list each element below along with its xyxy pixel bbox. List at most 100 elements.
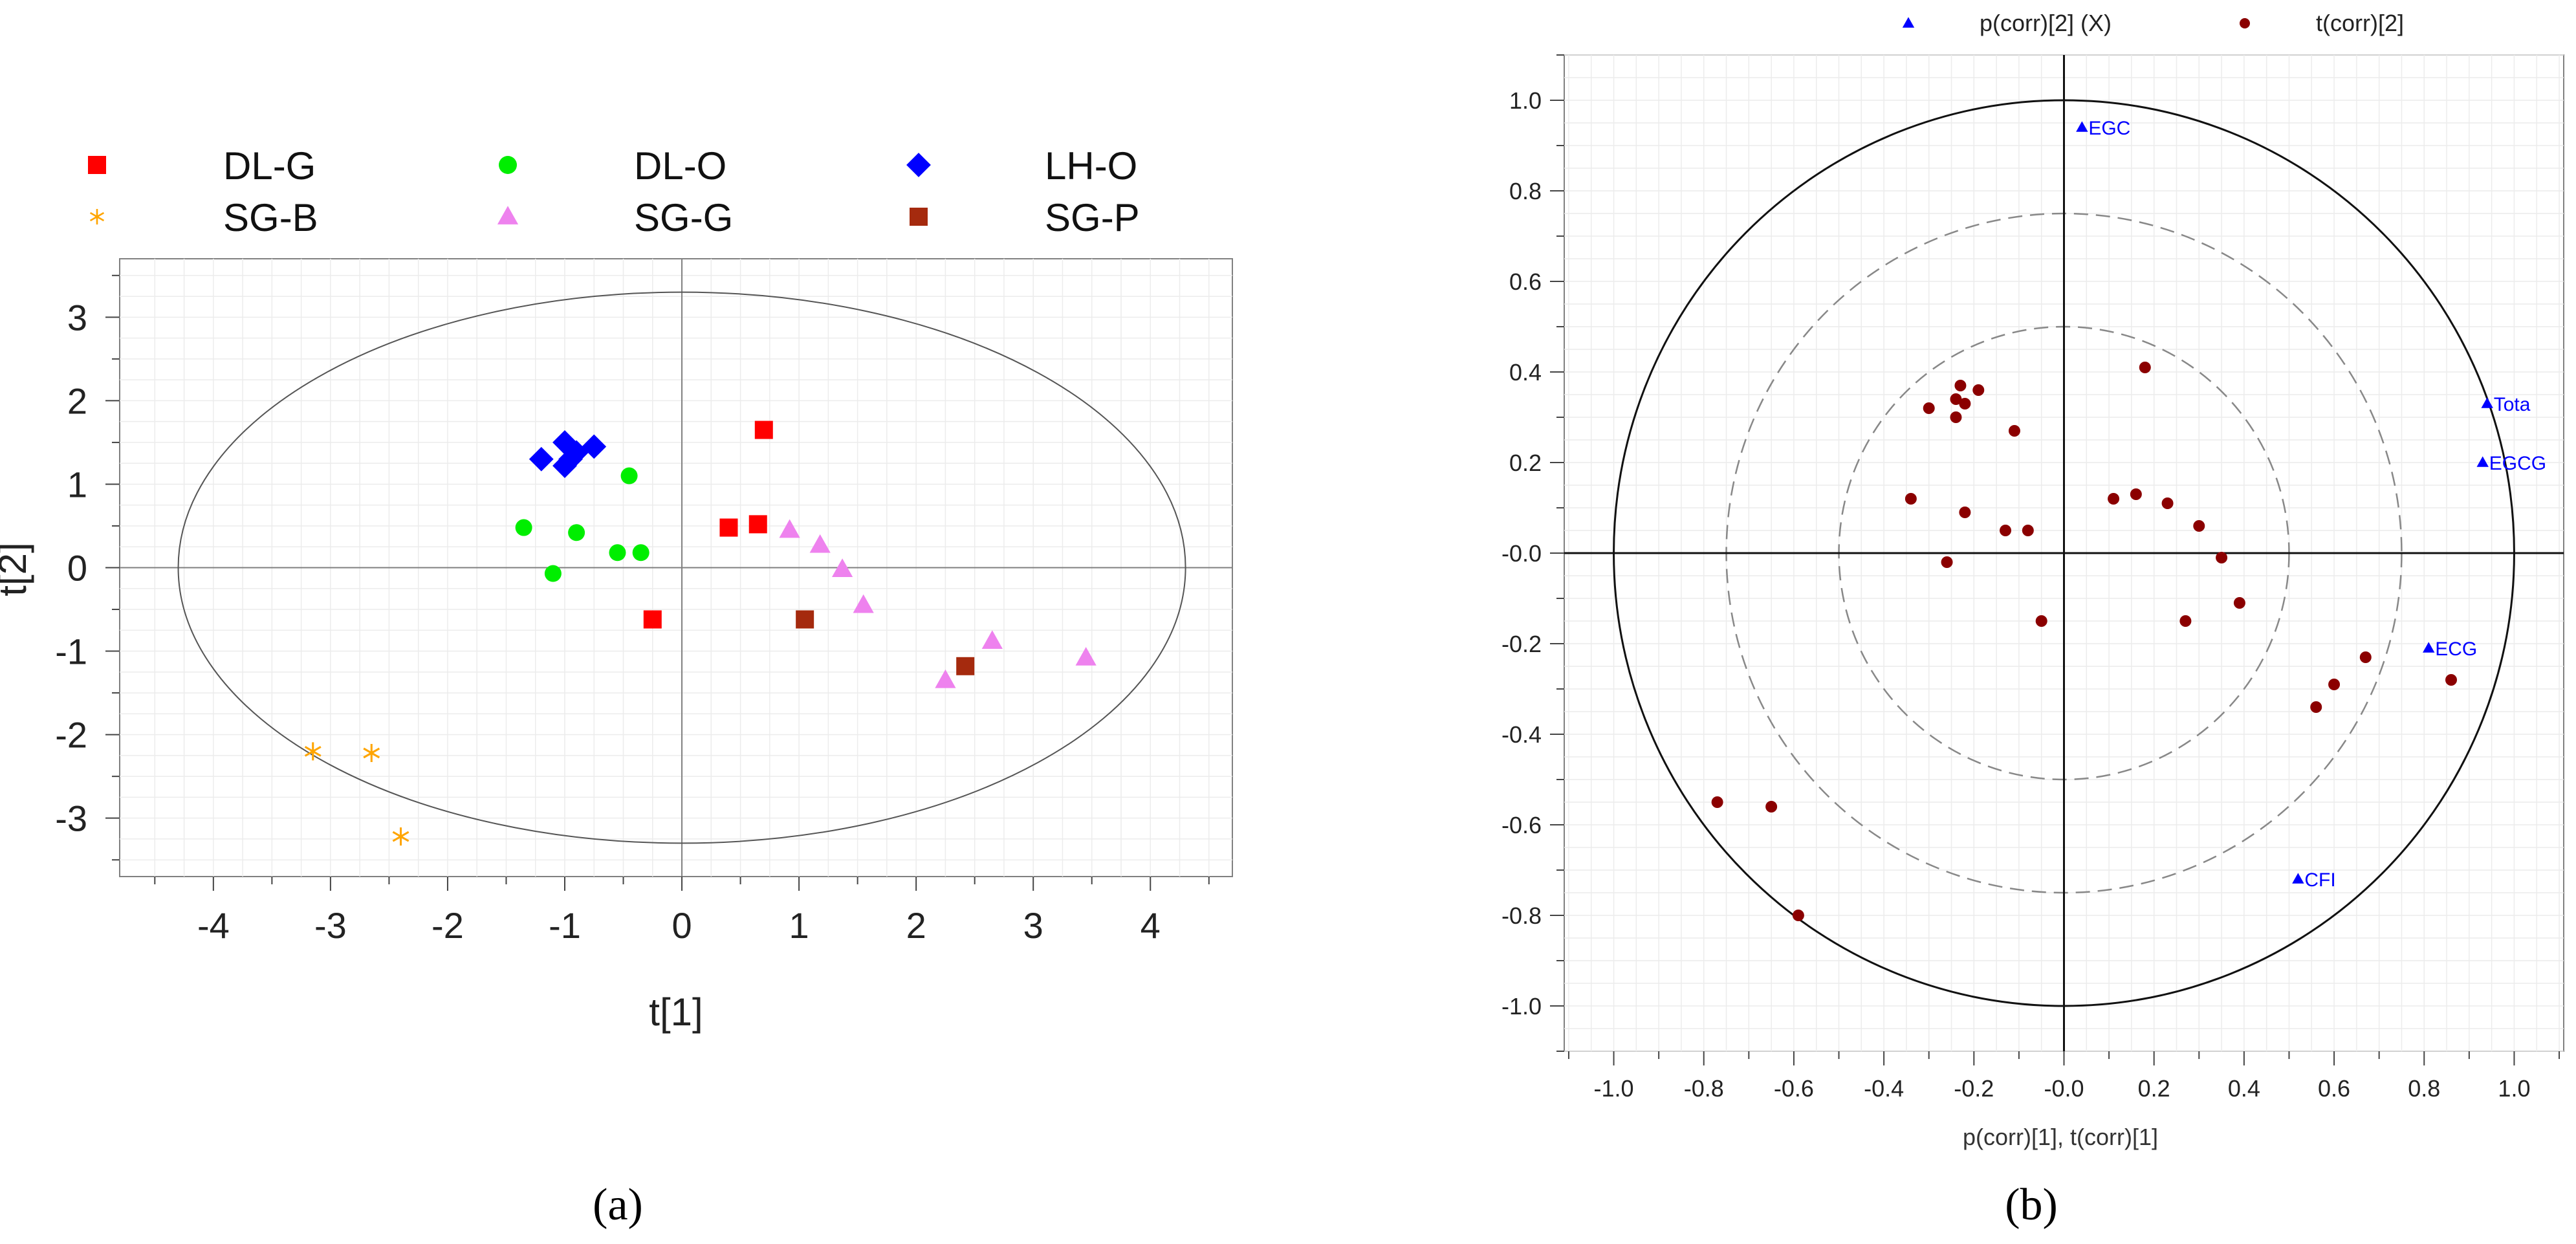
legend-b: p(corr)[2] (X) t(corr)[2]	[1902, 10, 2404, 36]
legend-item-p-corr-2-x: p(corr)[2] (X)	[1902, 10, 2112, 36]
y-tick-label: -0.0	[1501, 540, 1542, 567]
asterisk-stroke	[89, 212, 105, 222]
axes-a	[120, 259, 1232, 877]
points-a	[304, 420, 1097, 846]
legend-marker-dl-g	[88, 156, 106, 174]
score-point	[1792, 910, 1804, 921]
legend-item-sg-g: SG-G	[497, 196, 733, 239]
series-p-corr-2-x: EGC Tota EGCG ECG CFI	[2076, 118, 2546, 891]
legend-label: LH-O	[1045, 144, 1137, 188]
loading-label-cfi: CFI	[2304, 869, 2335, 891]
data-point-dl-g	[719, 518, 738, 537]
score-point	[2035, 615, 2047, 627]
score-point	[1959, 398, 1971, 409]
score-point	[1959, 507, 1971, 518]
x-tick-label: -0.0	[2044, 1075, 2084, 1102]
data-point-sg-b	[363, 744, 380, 762]
legend-label: SG-B	[223, 196, 318, 239]
data-point-sg-g	[1075, 647, 1097, 666]
y-tick-label: -0.2	[1501, 631, 1542, 657]
loading-label-tota: Tota	[2494, 394, 2531, 415]
x-tick-label: -0.4	[1864, 1075, 1904, 1102]
score-point	[1765, 801, 1778, 813]
x-tick-label: -4	[197, 905, 230, 946]
data-point-sg-g	[779, 519, 800, 538]
score-point	[2108, 493, 2120, 505]
data-point-lh-o	[558, 446, 583, 472]
ticks-b: -1.0 -0.8 -0.6 -0.4 -0.2 -0.0 0.2 0.4 0.6 0.8 1.0 -…	[1501, 54, 2560, 1102]
data-point-sg-g	[853, 594, 874, 613]
loading-marker-cfi	[2292, 873, 2304, 884]
x-tick-label: -0.6	[1774, 1075, 1814, 1102]
score-point	[1972, 384, 1985, 396]
score-point	[2233, 597, 2245, 609]
data-point-dl-o	[620, 467, 638, 485]
x-tick-label: 0	[671, 905, 692, 946]
data-point-dl-g	[748, 515, 767, 534]
ticks-a: -4 -3 -2 -1 0 1 2 3 4 -3 -2 -1 0 1 2 3	[55, 274, 1210, 946]
score-point	[1711, 796, 1723, 808]
y-tick-label: -1.0	[1501, 993, 1542, 1020]
data-point-sg-g	[981, 630, 1003, 649]
loading-marker-egc	[2076, 121, 2088, 132]
data-point-dl-o	[568, 524, 585, 541]
panel-a: -4 -3 -2 -1 0 1 2 3 4 -3 -2 -1 0 1 2 3 DL-G DL-O LH-O SG-B…	[0, 144, 1233, 1230]
x-tick-label: -1.0	[1594, 1075, 1634, 1102]
legend-label: t(corr)[2]	[2316, 10, 2404, 36]
loading-marker-ecg	[2423, 642, 2435, 653]
y-tick-label: 0.6	[1509, 268, 1542, 295]
panel-label-a: (a)	[593, 1180, 643, 1230]
x-axis-label-b: p(corr)[1], t(corr)[1]	[1963, 1124, 2158, 1150]
data-point-sg-b	[392, 827, 409, 846]
data-point-sg-g	[831, 558, 853, 577]
data-point-lh-o	[582, 434, 607, 459]
series-sg-p	[796, 610, 975, 675]
legend-marker-lh-o	[906, 153, 931, 177]
x-tick-label: 0.2	[2138, 1075, 2170, 1102]
legend-item-sg-p: SG-P	[910, 196, 1140, 239]
y-tick-label: 0.8	[1509, 178, 1542, 204]
legend-label: p(corr)[2] (X)	[1980, 10, 2112, 36]
points-b: EGC Tota EGCG ECG CFI	[1711, 118, 2546, 921]
axes-b	[1564, 55, 2564, 1051]
legend-label: SG-G	[634, 196, 733, 239]
data-point-sg-p	[796, 610, 814, 629]
score-point	[1923, 402, 1935, 414]
legend-item-sg-b: SG-B	[89, 196, 318, 239]
score-point	[2179, 615, 2192, 627]
series-lh-o	[529, 430, 607, 478]
legend-marker-sg-p	[910, 208, 928, 226]
x-tick-label: 0.4	[2228, 1075, 2260, 1102]
score-point	[2000, 525, 2012, 536]
legend-marker-t-corr-2	[2240, 18, 2250, 28]
score-point	[2216, 552, 2228, 563]
y-tick-label: -0.8	[1501, 902, 1542, 929]
y-tick-label: 1.0	[1509, 87, 1542, 114]
legend-marker-dl-o	[499, 156, 517, 174]
score-point	[2193, 520, 2205, 532]
asterisk-stroke	[304, 746, 322, 757]
score-point	[1950, 411, 1962, 423]
y-tick-label: 2	[67, 380, 87, 421]
score-point	[2310, 701, 2322, 713]
legend-item-t-corr-2: t(corr)[2]	[2240, 10, 2404, 36]
score-point	[1950, 393, 1962, 405]
data-point-dl-g	[643, 610, 662, 629]
score-point	[2445, 674, 2458, 686]
x-tick-label: 1	[789, 905, 809, 946]
series-dl-g	[643, 420, 773, 629]
x-tick-label: 3	[1023, 905, 1043, 946]
x-tick-label: 1.0	[2498, 1075, 2530, 1102]
y-tick-label: 3	[67, 297, 87, 338]
score-point	[2022, 525, 2034, 536]
x-tick-label: -2	[431, 905, 464, 946]
loading-marker-egcg	[2476, 456, 2489, 467]
confidence-ellipse-a	[177, 291, 1186, 844]
y-tick-label: 0.2	[1509, 450, 1542, 476]
data-point-sg-b	[304, 742, 322, 761]
series-dl-o	[515, 467, 649, 582]
score-point	[2130, 488, 2142, 500]
asterisk-stroke	[392, 831, 409, 842]
data-point-sg-g	[809, 534, 831, 553]
